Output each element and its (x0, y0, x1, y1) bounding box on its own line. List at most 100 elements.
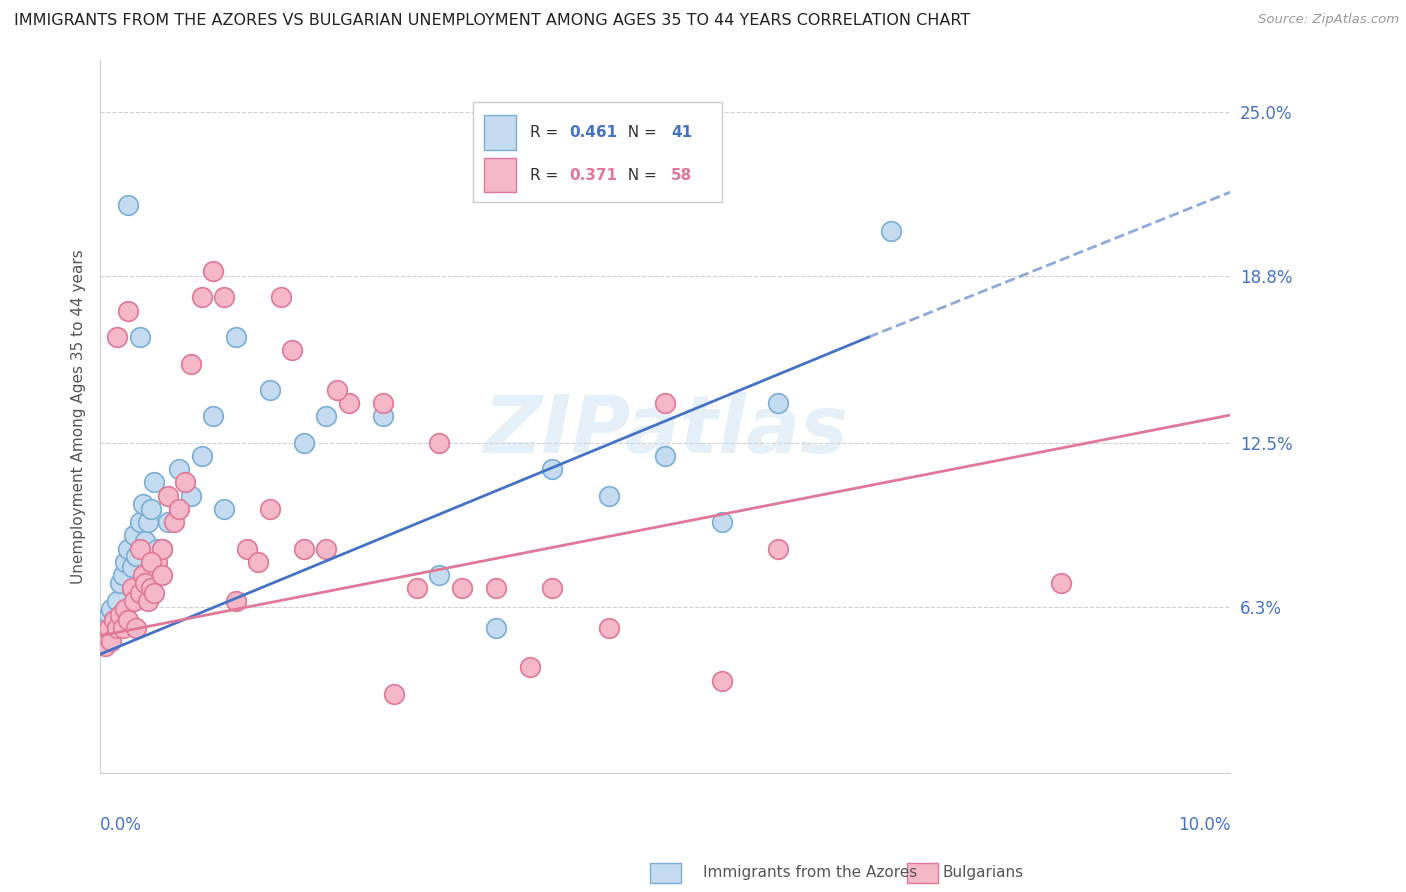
Text: IMMIGRANTS FROM THE AZORES VS BULGARIAN UNEMPLOYMENT AMONG AGES 35 TO 44 YEARS C: IMMIGRANTS FROM THE AZORES VS BULGARIAN … (14, 13, 970, 29)
Point (132, 497, 155, 511)
Point (156, 489, 179, 503)
Point (98, 621, 121, 635)
Point (173, 475, 195, 490)
Point (880, 224, 903, 238)
Point (139, 581, 162, 595)
Point (180, 357, 202, 371)
Text: 41: 41 (671, 125, 692, 140)
Text: R =: R = (530, 125, 562, 140)
Point (122, 594, 145, 608)
Point (91, 634, 114, 648)
Point (382, 687, 405, 701)
Point (98, 607, 121, 622)
Point (96, 629, 118, 643)
Point (132, 568, 155, 582)
Text: 0.0%: 0.0% (100, 816, 142, 834)
Point (110, 607, 132, 622)
Point (150, 568, 173, 582)
Text: Source: ZipAtlas.com: Source: ZipAtlas.com (1258, 13, 1399, 27)
Point (427, 435, 450, 450)
Point (766, 396, 789, 410)
Point (202, 409, 225, 424)
FancyBboxPatch shape (472, 103, 721, 202)
Point (167, 462, 190, 476)
Point (114, 555, 136, 569)
Point (100, 634, 122, 648)
Text: N =: N = (617, 125, 661, 140)
Text: 0.371: 0.371 (569, 168, 617, 183)
Point (139, 555, 162, 569)
Point (259, 502, 281, 516)
Point (598, 489, 620, 503)
Point (100, 602, 122, 616)
Point (654, 396, 676, 410)
Text: 10.0%: 10.0% (1178, 816, 1230, 834)
Point (117, 303, 139, 318)
Point (191, 290, 214, 304)
Point (128, 515, 150, 529)
Point (145, 541, 167, 556)
Point (111, 621, 134, 635)
Point (598, 621, 620, 635)
Point (150, 541, 173, 556)
Point (125, 621, 148, 635)
Point (541, 462, 564, 476)
Point (225, 594, 247, 608)
Point (371, 396, 394, 410)
Point (371, 409, 394, 424)
Point (281, 343, 304, 358)
Point (117, 198, 139, 212)
Point (134, 533, 156, 548)
Point (450, 581, 472, 595)
Point (315, 541, 337, 556)
Text: Immigrants from the Azores: Immigrants from the Azores (703, 865, 917, 880)
Point (134, 575, 156, 590)
Text: 58: 58 (671, 168, 692, 183)
Point (710, 515, 733, 529)
Point (485, 581, 508, 595)
Point (485, 621, 508, 635)
Point (117, 541, 139, 556)
Point (136, 515, 159, 529)
Text: N =: N = (617, 168, 661, 183)
Point (191, 449, 214, 463)
Point (156, 515, 179, 529)
Point (202, 264, 225, 278)
Y-axis label: Unemployment Among Ages 35 to 44 years: Unemployment Among Ages 35 to 44 years (72, 249, 86, 583)
Point (110, 575, 132, 590)
Point (315, 409, 337, 424)
Point (214, 502, 236, 516)
Text: 0.461: 0.461 (569, 125, 617, 140)
Point (128, 330, 150, 344)
Point (541, 581, 564, 595)
Point (105, 330, 128, 344)
Text: R =: R = (530, 168, 562, 183)
Point (180, 489, 202, 503)
Point (326, 383, 349, 397)
Point (236, 541, 259, 556)
Point (139, 502, 162, 516)
Point (143, 586, 166, 600)
Point (405, 581, 427, 595)
Point (214, 290, 236, 304)
Bar (484, 158, 516, 193)
Point (122, 528, 145, 542)
Point (259, 383, 281, 397)
Point (94, 621, 117, 635)
Point (136, 594, 159, 608)
Point (337, 396, 360, 410)
Point (150, 541, 173, 556)
Point (121, 560, 143, 574)
Point (125, 549, 148, 564)
Point (162, 515, 184, 529)
Point (519, 660, 541, 674)
Point (292, 541, 315, 556)
Point (105, 594, 128, 608)
Point (143, 475, 166, 490)
Point (114, 602, 136, 616)
Point (128, 586, 150, 600)
Point (292, 435, 315, 450)
Point (766, 541, 789, 556)
Point (121, 581, 143, 595)
Point (710, 673, 733, 688)
